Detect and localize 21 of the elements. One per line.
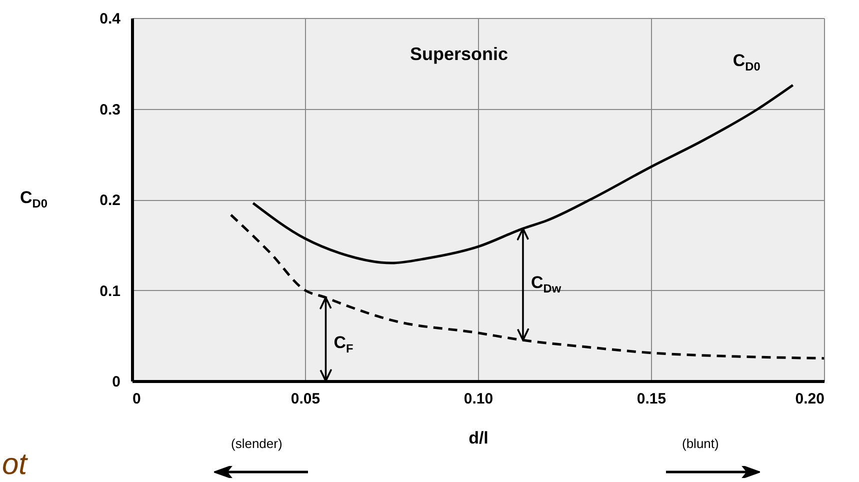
y-tick-label: 0.2: [100, 192, 120, 209]
annotation: C$_{F}$: [334, 332, 354, 356]
text: (slender): [231, 436, 282, 451]
x-tick-label: 0.05: [290, 390, 320, 408]
y-tick-label: 0.3: [100, 101, 120, 118]
text: (blunt): [682, 436, 719, 451]
y-tick-label: 0.1: [100, 282, 120, 300]
y-tick-label: 0.4: [100, 10, 122, 28]
x-tick-label: 0.20: [795, 390, 824, 408]
x-tick-label: 0.10: [464, 390, 494, 408]
annotation: Supersonic: [410, 44, 508, 65]
x-axis-title: d/l: [468, 428, 488, 448]
line-series: [252, 84, 794, 264]
x-tick-label: 0.15: [636, 390, 666, 408]
y-tick-label: 0: [112, 374, 120, 390]
text: ot: [2, 448, 28, 482]
x-tick-label: 0: [132, 390, 141, 408]
annotation: C$_{Dw}$: [530, 272, 562, 296]
series-label: C$_{D0}$: [732, 51, 760, 74]
line-series: [230, 214, 826, 360]
y-axis-title: C$_{D0}$: [20, 188, 48, 210]
